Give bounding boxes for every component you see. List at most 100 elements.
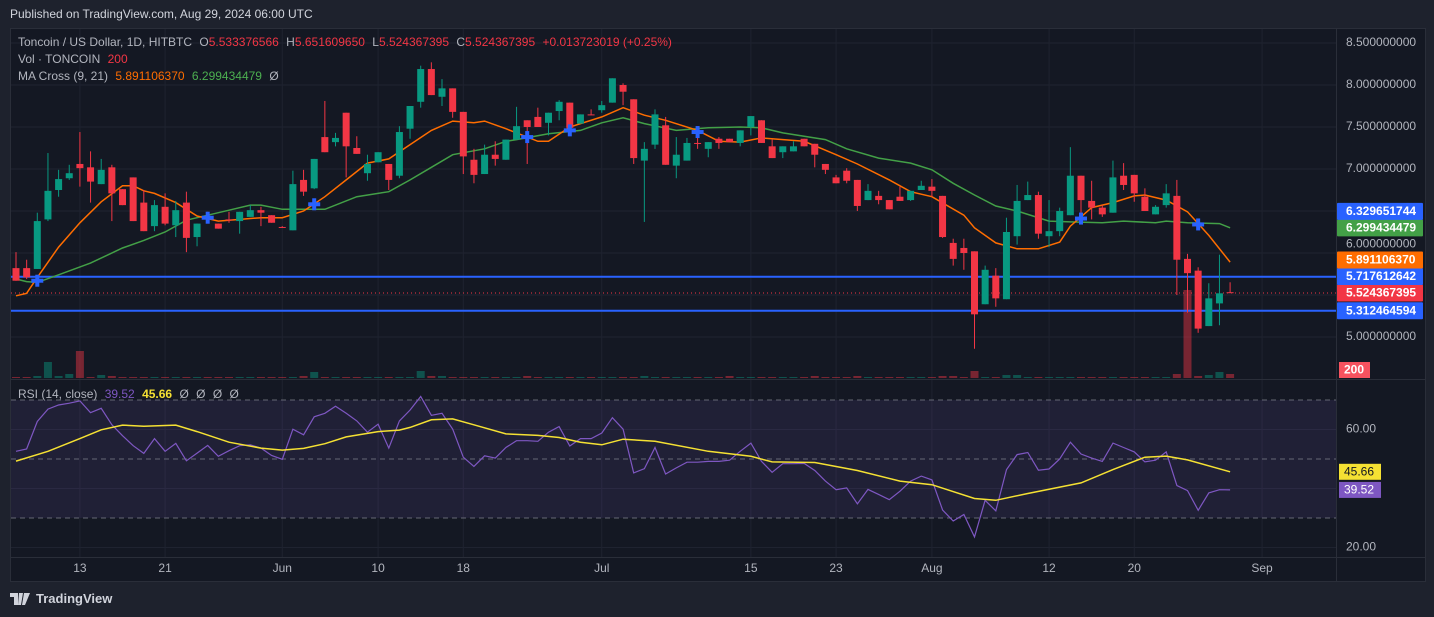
candle (23, 259, 31, 280)
price-tag-text: 5.524367395 (1346, 286, 1416, 300)
volume-bar (86, 377, 95, 378)
candle-body (502, 139, 510, 160)
volume-bar (1023, 377, 1032, 378)
candle-body (630, 99, 638, 159)
candle (1013, 184, 1021, 245)
candle-body (342, 112, 350, 147)
candle-body (33, 221, 41, 269)
candle (438, 79, 446, 106)
volume-bar (576, 377, 585, 378)
rsi-axis-label: 20.00 (1346, 540, 1376, 554)
volume-bar (1034, 377, 1043, 378)
candle (534, 107, 542, 127)
candle (843, 168, 851, 184)
candle-body (182, 202, 190, 238)
candle-body (981, 269, 989, 305)
tradingview-logo[interactable]: TradingView (10, 591, 112, 606)
published-caption: Published on TradingView.com, Aug 29, 20… (10, 7, 313, 21)
candle-body (896, 196, 904, 201)
candle (640, 142, 648, 222)
volume-bar (917, 377, 926, 378)
ma-slow-line (15, 117, 1231, 284)
candle-body (427, 69, 435, 96)
candle (1056, 207, 1064, 237)
candle-body (971, 251, 978, 315)
volume-bar (320, 377, 329, 378)
chart-frame[interactable] (10, 28, 1426, 582)
volume-bar (12, 377, 20, 378)
candle (289, 170, 297, 231)
volume-bar (959, 377, 968, 378)
ma-cross-legend: MA Cross (9, 21) 5.891106370 6.299434479… (18, 69, 283, 83)
candle (1184, 253, 1191, 313)
candle (214, 223, 222, 229)
rsi-extra-3: Ø (212, 387, 223, 401)
volume-bar (768, 377, 777, 378)
symbol-title: Toncoin / US Dollar, 1D, HITBTC (18, 35, 193, 49)
candle (864, 184, 872, 201)
high-value: 5.651609650 (294, 35, 365, 49)
volume-bar (1215, 372, 1224, 378)
candle-body (470, 159, 478, 175)
volume-bar (629, 377, 638, 378)
candle-body (1215, 293, 1223, 304)
cross-icon-v (1196, 218, 1201, 231)
candle-body (374, 152, 382, 163)
candle-body (129, 177, 137, 222)
open-value: 5.533376566 (208, 35, 279, 49)
candle (1120, 163, 1128, 190)
ma-cross-marker (563, 124, 576, 137)
candle-body (640, 148, 648, 161)
candle-body (1056, 211, 1064, 232)
low-label: L (372, 35, 379, 49)
time-axis-label: 12 (1042, 561, 1056, 575)
volume-bar (352, 377, 361, 378)
candle (1002, 217, 1010, 300)
candle-body (747, 116, 755, 127)
volume-bar (310, 372, 319, 378)
rsi-axis-label: 60.00 (1346, 422, 1376, 436)
volume-bar (22, 377, 31, 378)
volume-bar (672, 377, 681, 378)
candle (1141, 188, 1149, 211)
rsi-tag-text: 39.52 (1344, 483, 1374, 497)
volume-bar (778, 377, 787, 378)
candle (875, 190, 883, 205)
candle (939, 195, 947, 238)
candle-body (992, 275, 1000, 299)
volume-bar (416, 371, 425, 378)
candle-body (939, 195, 947, 238)
candle-body (1205, 298, 1213, 327)
candle (385, 163, 393, 190)
cross-icon-v (312, 198, 317, 211)
candle (672, 137, 680, 179)
price-tag: 6.329651744 (1337, 202, 1423, 220)
volume-label: Vol · TONCOIN (18, 52, 101, 66)
volume-bar (1077, 377, 1085, 378)
candle-body (683, 142, 691, 161)
volume-bar (597, 377, 606, 378)
candle (896, 186, 904, 201)
candle-body (608, 78, 616, 103)
candle (459, 111, 467, 175)
candle-body (1098, 207, 1106, 215)
volume-bar (970, 371, 979, 378)
candle-body (65, 173, 73, 179)
candle (129, 177, 137, 222)
cross-icon-v (35, 274, 40, 287)
candle-body (332, 137, 339, 143)
candle (491, 141, 499, 166)
candle (800, 138, 808, 147)
volume-bar (33, 376, 42, 378)
candle-body (1034, 195, 1042, 234)
price-tag-text: 6.329651744 (1346, 204, 1416, 218)
candle-body (321, 137, 329, 153)
candle-body (576, 114, 584, 124)
volume-value: 200 (107, 52, 128, 66)
volume-bar (1087, 377, 1096, 378)
candle-body (715, 138, 723, 143)
candle (981, 265, 989, 305)
candle (704, 142, 712, 158)
cross-icon-v (1079, 212, 1083, 225)
